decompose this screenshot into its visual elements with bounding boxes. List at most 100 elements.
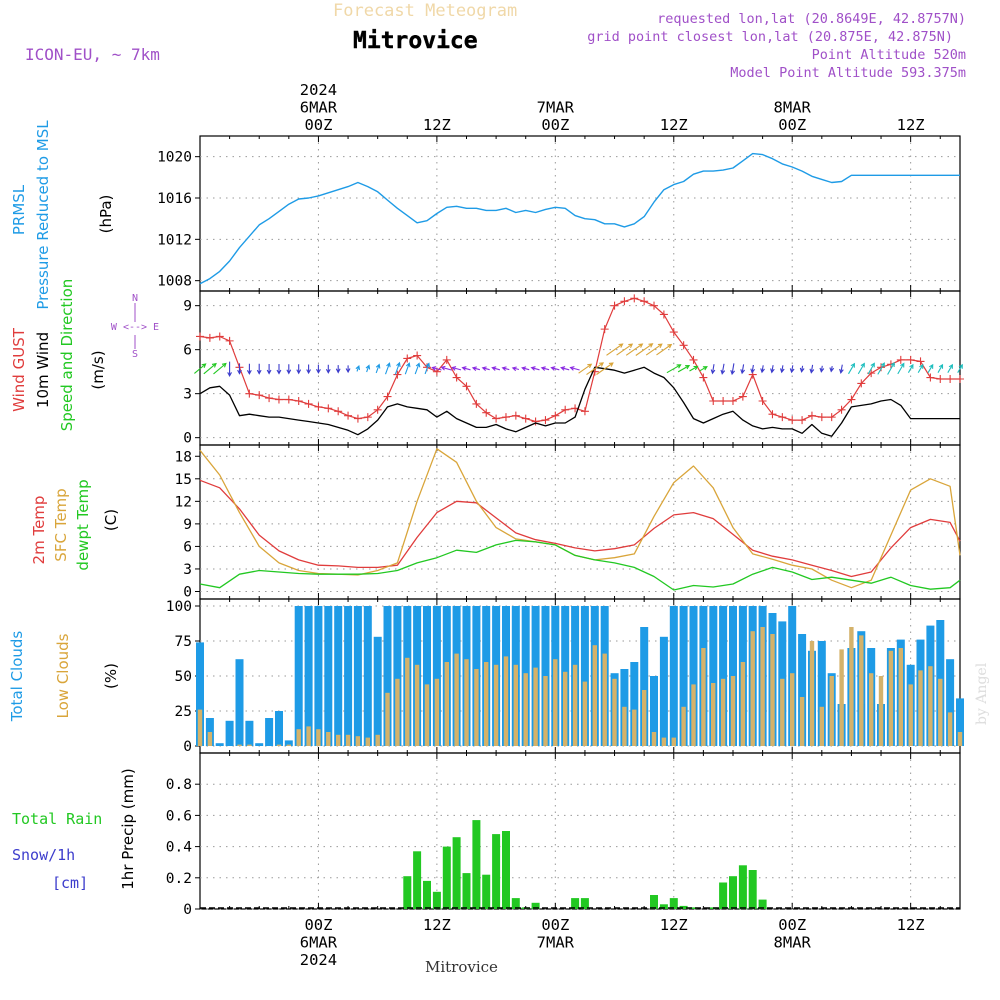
wind-direction-arrow bbox=[481, 366, 490, 371]
wind-direction-arrow bbox=[461, 366, 471, 371]
label-snow-unit: [cm] bbox=[52, 874, 88, 892]
wind-gust-point bbox=[936, 375, 945, 383]
time-label-top: 12Z bbox=[423, 116, 451, 134]
rain-bar bbox=[729, 876, 737, 909]
low-cloud-bar bbox=[928, 666, 933, 746]
low-cloud-bar bbox=[336, 734, 341, 746]
wind-direction-arrow bbox=[440, 365, 453, 371]
low-cloud-bar bbox=[691, 684, 696, 746]
total-cloud-bar bbox=[798, 634, 807, 746]
wind-direction-arrow bbox=[596, 362, 614, 375]
label-10m-wind: 10m Wind bbox=[34, 332, 52, 408]
time-label-bottom: 12Z bbox=[897, 916, 925, 934]
wind-direction-arrow bbox=[286, 364, 292, 375]
wind-direction-arrow bbox=[848, 362, 855, 375]
time-label-bottom: 00Z bbox=[778, 916, 806, 934]
wind-gust-point bbox=[788, 416, 797, 425]
rain-bar bbox=[403, 876, 412, 909]
low-cloud-bar bbox=[207, 732, 213, 746]
wind-gust-point bbox=[274, 395, 283, 404]
wind-gust-point bbox=[620, 297, 629, 306]
low-cloud-bar bbox=[908, 684, 913, 746]
total-cloud-bar bbox=[314, 606, 323, 746]
low-cloud-bar bbox=[829, 676, 834, 746]
low-cloud-bar bbox=[750, 631, 755, 746]
wind-gust-point bbox=[521, 414, 530, 423]
y-tick-label: 50 bbox=[175, 669, 192, 685]
wind-direction-arrow bbox=[227, 361, 232, 378]
panel-side-labels: PRMSL Pressure Reduced to MSL (hPa) Wind GU… bbox=[8, 120, 159, 892]
wind-direction-arrow bbox=[394, 361, 401, 375]
wind-gust-point bbox=[373, 405, 382, 414]
label-speed-direction: Speed and Direction bbox=[58, 279, 76, 432]
time-label-bottom: 2024 bbox=[300, 951, 337, 969]
low-cloud-bar bbox=[730, 676, 736, 746]
wind-gust-point bbox=[640, 297, 649, 306]
wind-gust-point bbox=[916, 357, 925, 366]
total-cloud-bar bbox=[265, 718, 274, 746]
low-cloud-bar bbox=[849, 627, 854, 746]
low-cloud-bar bbox=[661, 737, 667, 746]
panel-frames bbox=[199, 135, 961, 910]
label-celsius: (C) bbox=[102, 509, 120, 531]
rain-bar bbox=[462, 873, 471, 909]
wind-direction-arrow bbox=[256, 363, 262, 375]
wind-direction-arrow bbox=[616, 343, 634, 356]
rain-bar bbox=[423, 880, 431, 909]
wind-gust-point bbox=[353, 414, 362, 423]
wind-direction-arrow bbox=[335, 365, 341, 374]
grid-lines bbox=[199, 136, 960, 910]
wind-gust-point bbox=[827, 413, 836, 422]
wind-gust-point bbox=[669, 328, 678, 337]
wind-direction-arrow bbox=[645, 343, 663, 356]
low-cloud-bar bbox=[612, 678, 617, 746]
wind-direction-arrow bbox=[656, 343, 673, 356]
wind-direction-arrow bbox=[750, 364, 756, 374]
label-total-clouds: Total Clouds bbox=[8, 631, 26, 723]
y-tick-labels: 1008 1012 1016 1020 0 3 6 9 0 3 6 9 12 15 18 0 25 50 75 100… bbox=[157, 150, 200, 918]
low-cloud-bar bbox=[286, 744, 291, 746]
wind-direction-arrow bbox=[316, 364, 321, 374]
wind-direction-arrow bbox=[404, 362, 411, 375]
time-label-top: 12Z bbox=[897, 116, 925, 134]
time-label-top: 00Z bbox=[778, 116, 806, 134]
wind-gust-point bbox=[709, 397, 718, 405]
low-cloud-bar bbox=[247, 744, 252, 746]
panel-frame-precipitation bbox=[199, 752, 961, 910]
y-tick-label: 3 bbox=[183, 387, 192, 403]
total-cloud-bar bbox=[284, 740, 293, 746]
wind-direction-arrow bbox=[877, 362, 885, 375]
low-cloud-bar bbox=[424, 684, 430, 746]
time-label-top: 2024 bbox=[300, 81, 337, 99]
total-cloud-bar bbox=[215, 743, 224, 746]
y-tick-label: 12 bbox=[175, 494, 192, 510]
rain-bar bbox=[738, 865, 747, 909]
wind-gust-point bbox=[807, 411, 816, 420]
low-cloud-bar bbox=[385, 692, 390, 746]
label-wind-gust: Wind GUST bbox=[10, 327, 28, 412]
wind-gust-point bbox=[699, 373, 708, 382]
wind-direction-arrow bbox=[375, 363, 381, 374]
low-cloud-bar bbox=[888, 650, 894, 746]
wind-direction-arrow bbox=[414, 362, 421, 375]
y-tick-label: 18 bbox=[175, 449, 192, 465]
wind-direction-arrow bbox=[471, 366, 481, 371]
wind-direction-arrow bbox=[857, 362, 865, 375]
low-cloud-bar bbox=[632, 709, 637, 746]
rain-bar bbox=[758, 899, 767, 909]
time-label-bottom: 8MAR bbox=[774, 934, 812, 952]
total-cloud-bar bbox=[393, 606, 402, 746]
low-cloud-bar bbox=[701, 648, 706, 746]
label-low-clouds: Low Clouds bbox=[54, 633, 72, 718]
total-cloud-bar bbox=[373, 636, 382, 746]
total-cloud-bar bbox=[640, 627, 649, 746]
low-cloud-bar bbox=[790, 673, 795, 746]
y-tick-label: 0 bbox=[183, 431, 192, 447]
total-cloud-bar bbox=[650, 676, 658, 746]
total-cloud-bar bbox=[946, 659, 955, 746]
wind-gust-point bbox=[245, 389, 254, 398]
wind-gust-point bbox=[857, 379, 866, 388]
y-tick-label: 100 bbox=[166, 599, 192, 615]
wind-direction-arrow bbox=[689, 365, 699, 372]
wind-gust-point bbox=[541, 416, 550, 425]
